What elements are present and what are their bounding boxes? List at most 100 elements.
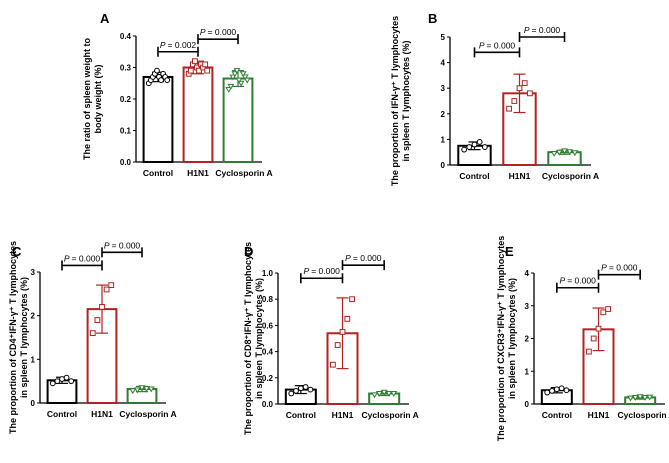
data-point bbox=[108, 282, 115, 289]
panel-letter: E bbox=[505, 244, 514, 259]
y-tick-label: 0.2 bbox=[262, 374, 274, 383]
y-tick-label: 0.6 bbox=[262, 321, 274, 330]
data-point bbox=[521, 80, 528, 86]
data-point bbox=[549, 388, 555, 394]
data-point bbox=[54, 378, 61, 385]
y-tick-label: 3 bbox=[525, 302, 530, 311]
data-point bbox=[293, 388, 299, 394]
panel-letter: D bbox=[244, 244, 253, 259]
category-label: Cyclosporin A bbox=[362, 410, 419, 420]
data-point bbox=[526, 90, 533, 97]
data-point bbox=[481, 144, 488, 150]
y-tick-label: 3 bbox=[31, 268, 36, 277]
y-axis-label: body weight (%) bbox=[93, 65, 103, 134]
y-tick-label: 4 bbox=[525, 269, 530, 278]
y-tick-label: 1 bbox=[525, 367, 530, 376]
p-value-label: P = 0.000 bbox=[479, 40, 516, 50]
data-point bbox=[375, 391, 383, 397]
p-value-label: P = 0.000 bbox=[345, 253, 382, 263]
data-point bbox=[147, 386, 155, 393]
y-tick-label: 0.1 bbox=[120, 127, 132, 136]
panel-c: C 0 1 2 3 The proportion of CD4⁺IFN-γ⁺ T lymp… bbox=[8, 240, 177, 434]
panel-b: B 0 1 2 3 4 5 The proportion of IFN-γ⁺ T lympho… bbox=[390, 11, 599, 186]
data-point bbox=[641, 394, 649, 401]
category-label: H1N1 bbox=[509, 171, 531, 181]
data-point bbox=[192, 58, 198, 65]
data-point bbox=[235, 77, 243, 84]
category-label: Cyclosporin A bbox=[119, 409, 176, 419]
data-point bbox=[59, 376, 65, 382]
data-point bbox=[158, 77, 164, 83]
y-tick-label: 0.2 bbox=[120, 95, 132, 104]
y-tick-label: 0 bbox=[441, 161, 446, 170]
y-axis-label: in spleen T lymphocytes (%) bbox=[401, 40, 411, 161]
data-point bbox=[571, 150, 579, 157]
bar bbox=[182, 66, 214, 163]
panel-d: D 0.0 0.2 0.4 0.6 0.8 1.0 The proportion of CD8… bbox=[243, 242, 419, 435]
data-point bbox=[553, 386, 560, 393]
y-tick-label: 1.0 bbox=[262, 269, 274, 278]
data-point bbox=[476, 139, 483, 145]
data-point bbox=[506, 105, 513, 112]
data-point bbox=[563, 387, 570, 394]
y-tick-label: 0 bbox=[525, 400, 530, 409]
data-point bbox=[229, 74, 237, 81]
data-point bbox=[302, 384, 309, 390]
category-label: H1N1 bbox=[332, 410, 354, 420]
data-point bbox=[330, 361, 336, 368]
data-point bbox=[595, 325, 602, 332]
data-point bbox=[63, 374, 70, 381]
y-tick-label: 0.4 bbox=[262, 348, 274, 357]
category-label: Control bbox=[143, 168, 173, 178]
data-point bbox=[297, 385, 304, 392]
y-tick-label: 0.0 bbox=[120, 158, 132, 167]
bar bbox=[222, 77, 254, 163]
category-label: Cyclosporin A bbox=[618, 410, 669, 420]
category-label: Control bbox=[47, 409, 77, 419]
y-axis-label: in spleen T lymphocytes (%) bbox=[19, 277, 29, 398]
data-point bbox=[231, 71, 239, 78]
data-point bbox=[99, 304, 105, 310]
data-point bbox=[307, 386, 314, 393]
data-point bbox=[544, 389, 551, 396]
data-point bbox=[339, 329, 346, 335]
p-value-label: P = 0.000 bbox=[601, 263, 638, 273]
data-point bbox=[227, 83, 235, 90]
data-point bbox=[187, 67, 194, 74]
category-label: Control bbox=[286, 410, 316, 420]
data-point bbox=[471, 141, 478, 148]
y-axis-label: The ratio of spleen weight to bbox=[82, 38, 92, 161]
data-point bbox=[558, 385, 565, 392]
data-point bbox=[143, 386, 151, 392]
data-point bbox=[349, 296, 356, 303]
data-point bbox=[196, 67, 202, 74]
data-point bbox=[49, 380, 56, 387]
data-point bbox=[233, 68, 241, 75]
panel-a: A 0.0 0.1 0.2 0.3 0.4 The ratio of spleen weig… bbox=[82, 11, 273, 178]
data-point bbox=[243, 77, 251, 84]
y-axis-label: The proportion of CXCR3⁺IFN-γ⁺ T lymphoc… bbox=[496, 236, 506, 442]
panel-letter: B bbox=[428, 11, 437, 26]
y-axis-label: The proportion of CD4⁺IFN-γ⁺ T lymphocyt… bbox=[8, 241, 18, 434]
p-value-label: P = 0.000 bbox=[304, 266, 341, 276]
data-point bbox=[636, 394, 644, 401]
y-tick-label: 5 bbox=[441, 33, 446, 42]
data-point bbox=[590, 335, 597, 342]
data-point bbox=[550, 150, 558, 157]
data-point bbox=[646, 394, 654, 401]
category-label: Control bbox=[459, 171, 489, 181]
data-point bbox=[202, 61, 209, 68]
data-point bbox=[133, 387, 141, 394]
data-point bbox=[103, 286, 110, 293]
y-tick-label: 0.0 bbox=[262, 400, 274, 409]
panel-letter: C bbox=[12, 244, 22, 259]
data-point bbox=[94, 317, 101, 323]
category-label: Cyclosporin A bbox=[215, 168, 272, 178]
data-point bbox=[461, 146, 468, 153]
y-axis-label: The proportion of IFN-γ⁺ T lymphocytes bbox=[390, 16, 400, 186]
data-point bbox=[225, 87, 233, 93]
p-value-label: P = 0.000 bbox=[64, 253, 101, 263]
y-tick-label: 0 bbox=[31, 399, 36, 408]
p-value-label: P = 0.000 bbox=[104, 240, 141, 250]
